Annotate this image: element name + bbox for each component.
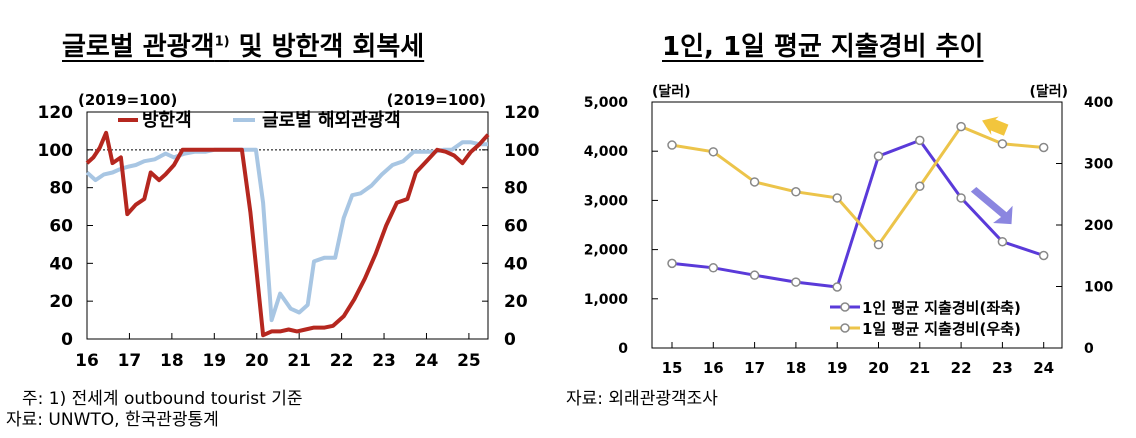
per-person-spending-marker [956,193,966,203]
arrow-purple-icon [970,186,1013,225]
x-tick-label: 22 [330,351,354,371]
per-person-spending-marker [749,270,760,280]
left-axis-unit: (달러) [652,84,691,100]
legend-marker-per-day [840,323,850,333]
per-day-spending-marker [791,187,801,197]
legend-label-global: 글로벌 해외관광객 [262,110,401,131]
x-tick-label: 24 [1033,359,1054,377]
per-day-spending-marker [749,177,760,187]
x-tick-label: 17 [744,359,765,377]
y-tick-label-right: 200 [1084,218,1113,234]
arrow-yellow-icon [982,116,1009,136]
x-tick-label: 21 [909,359,930,377]
x-tick-label: 16 [75,351,99,371]
left-chart-title: 글로벌 관광객1) 및 방한객 회복세 [62,32,425,62]
per-person-spending-marker [832,282,842,292]
x-tick-label: 18 [785,359,806,377]
right-axis-unit: (2019=100) [387,91,486,109]
per-day-spending-marker [956,121,966,132]
per-day-spending-marker [1038,142,1049,153]
x-tick-label: 25 [457,351,481,371]
y-tick-label-left: 3,000 [584,193,629,209]
per-day-spending-marker [708,147,719,157]
right-chart-title: 1인, 1일 평균 지출경비 추이 [662,32,984,62]
per-day-spending-marker [915,181,925,192]
y-tick-label-left: 4,000 [584,144,629,160]
x-tick-label: 20 [868,359,889,377]
per-person-spending-marker [791,277,801,287]
per-day-spending-marker [873,239,884,250]
x-tick-label: 16 [703,359,724,377]
y-tick-label-left: 2,000 [584,243,629,259]
y-tick-label-right: 100 [1084,280,1113,296]
per-person-spending-marker [915,135,925,146]
legend-label-per-person: 1인 평균 지출경비(좌축) [862,299,1021,317]
y-tick-label-right: 120 [504,103,540,123]
per-day-spending-marker [997,139,1008,149]
y-tick-label-left: 60 [49,217,73,237]
global-tourists-line [85,140,488,323]
y-tick-label-left: 80 [49,179,73,199]
y-tick-label-left: 5,000 [584,95,629,111]
legend-label-korea: 방한객 [142,110,192,131]
tourist-recovery-chart: 0 0 20 20 40 40 60 60 80 80 100 100 120 120 16 17 18 19 20… [38,91,540,371]
y-tick-label-right: 20 [504,292,528,312]
per-person-spending-marker [873,151,884,161]
per-person-spending-marker [997,236,1008,247]
right-axis-unit: (달러) [1029,84,1068,100]
x-tick-label: 20 [245,351,269,371]
x-tick-label: 24 [415,351,439,371]
y-tick-label-left: 0 [618,341,628,357]
left-axis-unit: (2019=100) [78,91,177,109]
y-tick-label-right: 300 [1084,157,1113,173]
per-day-spending-marker [832,193,842,203]
per-day-spending-marker [667,140,677,150]
y-tick-label-right: 0 [504,330,516,350]
y-tick-label-right: 0 [1084,341,1094,357]
y-tick-label-left: 40 [49,254,73,274]
y-tick-label-left: 0 [61,330,73,350]
x-tick-label: 15 [662,359,683,377]
x-tick-label: 23 [992,359,1013,377]
x-tick-label: 22 [951,359,972,377]
per-person-spending-marker [667,258,677,269]
x-tick-label: 19 [202,351,226,371]
legend-label-per-day: 1일 평균 지출경비(우축) [862,320,1021,338]
per-day-spending-line [671,124,1044,248]
x-tick-label: 18 [160,351,184,371]
y-tick-label-right: 80 [504,179,528,199]
legend-marker-per-person [840,302,850,312]
right-source: 자료: 외래관광객조사 [566,389,718,409]
per-person-spending-marker [708,263,719,273]
x-tick-label: 23 [372,351,396,371]
y-tick-label-right: 40 [504,254,528,274]
left-source: 자료: UNWTO, 한국관광통계 [6,410,219,430]
korea-visitors-line [85,130,490,338]
y-tick-label-left: 20 [49,292,73,312]
y-tick-label-left: 100 [38,141,74,161]
per-person-spending-marker [1038,250,1049,261]
y-tick-label-left: 1,000 [584,292,629,308]
y-tick-label-right: 60 [504,217,528,237]
x-tick-label: 17 [118,351,142,371]
y-tick-label-right: 100 [504,141,540,161]
x-tick-label: 19 [827,359,848,377]
y-tick-label-right: 400 [1084,95,1113,111]
y-tick-label-left: 120 [38,103,74,123]
left-footnote: 주: 1) 전세계 outbound tourist 기준 [22,389,303,409]
x-tick-label: 21 [287,351,311,371]
